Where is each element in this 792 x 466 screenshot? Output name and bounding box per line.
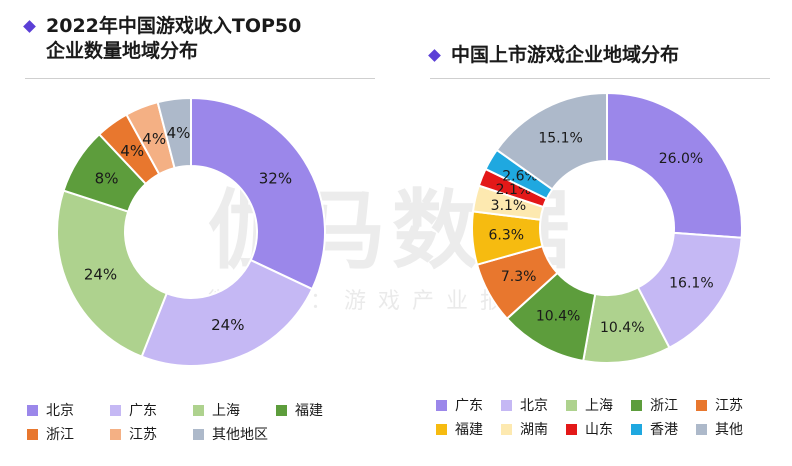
left-legend-swatch bbox=[27, 404, 38, 416]
right-legend-swatch bbox=[696, 423, 707, 435]
right-legend-label: 香港 bbox=[650, 422, 678, 438]
left-legend-item: 浙江 bbox=[27, 424, 74, 444]
right-legend-item: 江苏 bbox=[696, 395, 743, 415]
left-slice-label-1: 24% bbox=[211, 316, 244, 334]
left-slice-label-5: 4% bbox=[142, 130, 166, 148]
right-legend-item: 山东 bbox=[566, 419, 613, 439]
left-slice-label-6: 4% bbox=[167, 124, 191, 142]
right-legend-swatch bbox=[696, 399, 707, 411]
left-donut-slice-2 bbox=[56, 189, 169, 358]
right-legend-swatch bbox=[631, 423, 642, 435]
right-legend-row: 福建 湖南 山东 香港 其他 bbox=[436, 417, 761, 441]
left-slice-label-4: 4% bbox=[120, 142, 144, 160]
left-title-line1: 2022年中国游戏收入TOP50 bbox=[46, 15, 302, 37]
right-slice-label-6: 3.1% bbox=[491, 198, 527, 214]
left-legend-item: 北京 bbox=[27, 400, 74, 420]
left-legend-label: 福建 bbox=[295, 403, 323, 419]
right-legend-label: 山东 bbox=[585, 422, 613, 438]
right-legend-item: 其他 bbox=[696, 419, 743, 439]
right-slice-label-4: 7.3% bbox=[501, 269, 537, 285]
left-legend-swatch bbox=[110, 428, 121, 440]
right-title-text: 中国上市游戏企业地域分布 bbox=[451, 44, 680, 66]
left-legend-label: 上海 bbox=[212, 403, 240, 419]
right-legend-item: 上海 bbox=[566, 395, 613, 415]
left-legend-swatch bbox=[110, 404, 121, 416]
right-legend-swatch bbox=[501, 423, 512, 435]
right-legend-swatch bbox=[566, 399, 577, 411]
right-legend-swatch bbox=[436, 399, 447, 411]
right-slice-label-2: 10.4% bbox=[600, 320, 644, 336]
right-legend-swatch bbox=[566, 423, 577, 435]
right-legend-swatch bbox=[631, 399, 642, 411]
left-legend-label: 北京 bbox=[46, 403, 74, 419]
left-legend-label: 江苏 bbox=[129, 427, 157, 443]
right-legend-row: 广东 北京 上海 浙江 江苏 bbox=[436, 393, 761, 417]
right-legend-swatch bbox=[501, 399, 512, 411]
left-legend-item: 福建 bbox=[276, 400, 323, 420]
left-legend-label: 其他地区 bbox=[212, 427, 268, 443]
right-legend-item: 香港 bbox=[631, 419, 678, 439]
left-legend-item: 其他地区 bbox=[193, 424, 268, 444]
left-donut-slice-1 bbox=[140, 258, 314, 367]
right-slice-label-9: 15.1% bbox=[538, 130, 582, 146]
left-slice-label-2: 24% bbox=[84, 266, 117, 284]
left-legend-item: 上海 bbox=[193, 400, 240, 420]
right-legend-item: 北京 bbox=[501, 395, 548, 415]
right-chart-title: 中国上市游戏企业地域分布 bbox=[428, 43, 680, 68]
left-chart-title: 2022年中国游戏收入TOP50 企业数量地域分布 bbox=[23, 14, 302, 64]
left-legend-row: 浙江 江苏 其他地区 bbox=[27, 422, 359, 446]
right-legend-label: 浙江 bbox=[650, 398, 678, 414]
right-legend-label: 福建 bbox=[455, 422, 483, 438]
right-donut-slice-0 bbox=[606, 91, 743, 239]
left-legend-item: 广东 bbox=[110, 400, 157, 420]
right-legend-item: 福建 bbox=[436, 419, 483, 439]
right-donut-slice-9 bbox=[495, 91, 608, 191]
right-legend-item: 湖南 bbox=[501, 419, 548, 439]
left-legend-item: 江苏 bbox=[110, 424, 157, 444]
right-title-divider bbox=[430, 78, 770, 79]
right-legend-label: 广东 bbox=[455, 398, 483, 414]
left-legend-swatch bbox=[193, 428, 204, 440]
right-legend-label: 上海 bbox=[585, 398, 613, 414]
left-legend-swatch bbox=[27, 428, 38, 440]
left-slice-label-3: 8% bbox=[95, 169, 119, 187]
left-legend-swatch bbox=[193, 404, 204, 416]
right-legend-item: 浙江 bbox=[631, 395, 678, 415]
left-legend-label: 浙江 bbox=[46, 427, 74, 443]
left-legend-label: 广东 bbox=[129, 403, 157, 419]
left-legend-row: 北京 广东 上海 福建 bbox=[27, 398, 359, 422]
right-slice-label-5: 6.3% bbox=[489, 228, 525, 244]
left-donut-slice-6 bbox=[156, 96, 192, 170]
right-legend-label: 其他 bbox=[715, 422, 743, 438]
right-slice-label-3: 10.4% bbox=[536, 308, 580, 324]
left-title-line2: 企业数量地域分布 bbox=[46, 40, 199, 62]
right-legend-label: 北京 bbox=[520, 398, 548, 414]
right-chart-legend: 广东 北京 上海 浙江 江苏福建 湖南 山东 香港 其他 bbox=[436, 393, 761, 441]
right-slice-label-1: 16.1% bbox=[669, 275, 713, 291]
left-donut-slice-0 bbox=[190, 96, 326, 291]
right-donut-slice-1 bbox=[636, 231, 743, 350]
left-slice-label-0: 32% bbox=[259, 169, 292, 187]
right-legend-item: 广东 bbox=[436, 395, 483, 415]
left-legend-swatch bbox=[276, 404, 287, 416]
right-slice-label-0: 26.0% bbox=[659, 151, 703, 167]
right-legend-swatch bbox=[436, 423, 447, 435]
right-legend-label: 湖南 bbox=[520, 422, 548, 438]
left-title-divider bbox=[25, 78, 375, 79]
left-chart-legend: 北京 广东 上海 福建浙江 江苏 其他地区 bbox=[27, 398, 359, 446]
right-legend-label: 江苏 bbox=[715, 398, 743, 414]
